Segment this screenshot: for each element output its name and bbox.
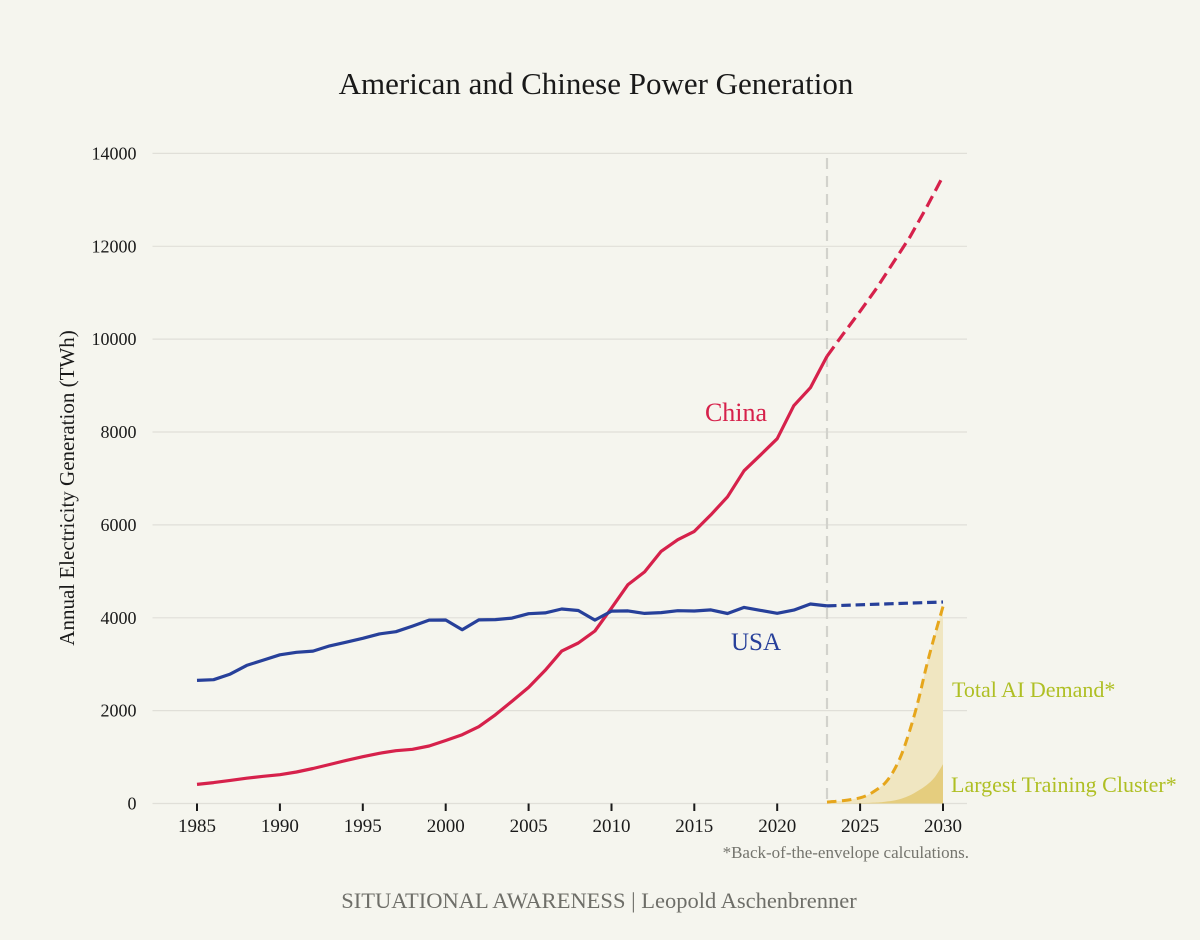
svg-text:Annual Electricity Generation: Annual Electricity Generation (TWh): [55, 330, 79, 645]
svg-text:1995: 1995: [344, 816, 382, 837]
svg-text:2000: 2000: [427, 816, 465, 837]
svg-text:*Back-of-the-envelope calculat: *Back-of-the-envelope calculations.: [723, 843, 969, 862]
svg-text:2030: 2030: [924, 816, 962, 837]
svg-text:2020: 2020: [758, 816, 796, 837]
svg-text:2000: 2000: [101, 701, 137, 721]
svg-text:10000: 10000: [92, 329, 137, 349]
svg-text:2025: 2025: [841, 816, 879, 837]
svg-text:14000: 14000: [92, 143, 137, 163]
svg-text:2010: 2010: [593, 816, 631, 837]
svg-text:2005: 2005: [510, 816, 548, 837]
svg-text:6000: 6000: [101, 515, 137, 535]
svg-text:China: China: [705, 398, 768, 427]
svg-text:1985: 1985: [178, 816, 216, 837]
svg-text:SITUATIONAL AWARENESS | Leopol: SITUATIONAL AWARENESS | Leopold Aschenbr…: [341, 888, 857, 913]
svg-text:American and Chinese Power Gen: American and Chinese Power Generation: [339, 66, 854, 101]
svg-text:12000: 12000: [92, 236, 137, 256]
svg-text:Total AI Demand*: Total AI Demand*: [952, 677, 1115, 702]
svg-text:4000: 4000: [101, 608, 137, 628]
svg-text:0: 0: [128, 794, 137, 814]
svg-text:2015: 2015: [675, 816, 713, 837]
svg-text:1990: 1990: [261, 816, 299, 837]
svg-text:USA: USA: [731, 629, 781, 656]
svg-text:8000: 8000: [101, 422, 137, 442]
svg-text:Largest Training Cluster*: Largest Training Cluster*: [951, 772, 1177, 797]
